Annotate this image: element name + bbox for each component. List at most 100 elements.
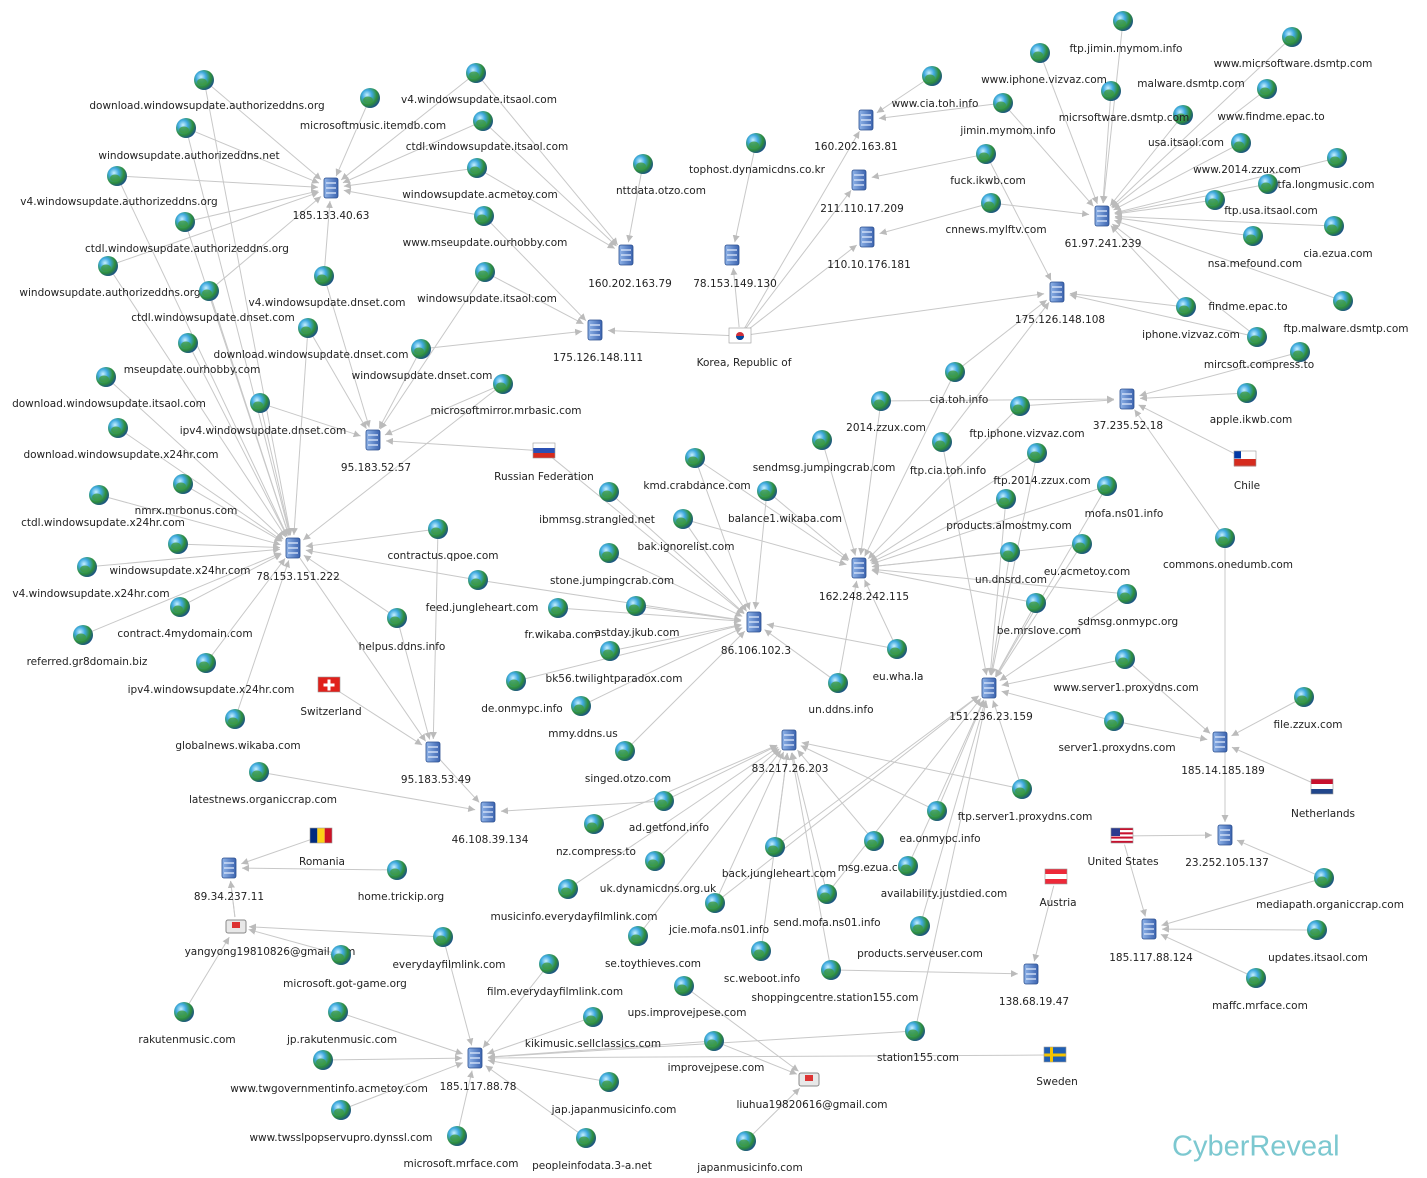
edge [824,448,857,556]
globe-land [478,270,488,278]
edge [871,566,1119,594]
globe-land [1100,484,1110,492]
edge [1122,722,1208,742]
flag-icon [1110,827,1134,844]
edge [215,196,322,286]
ip-label: 160.202.163.79 [588,278,672,290]
server-icon [851,557,867,579]
domain-label: ipv4.windowsupdate.dnset.com [180,425,347,437]
flag-border [1110,827,1134,844]
edge [911,699,985,859]
edge [644,606,742,623]
globe-icon [887,639,907,659]
edge [1042,61,1099,205]
globe-land [1240,391,1250,399]
globe-icon [1101,81,1121,101]
edge [871,544,1074,570]
domain-label: un.ddns.info [808,704,873,716]
ip-label: 185.14.185.189 [1181,765,1265,777]
flag-part [1234,451,1241,459]
globe-icon [1231,133,1251,153]
edge [1161,880,1316,927]
globe-icon [77,557,97,577]
globe-land [1116,19,1126,27]
ip-label: 185.117.88.124 [1109,952,1193,964]
domain-label: updates.itsaol.com [1268,952,1368,964]
flag-icon [1310,778,1334,795]
globe-land [831,681,841,689]
edge [1032,885,1055,962]
globe-icon [1104,711,1124,731]
globe-icon [600,641,620,661]
domain-label: ctdl.windowsupdate.authorizeddns.org [85,243,289,255]
globe-icon [1026,593,1046,613]
globe-icon [475,262,495,282]
globe-icon [1000,542,1020,562]
globe-land [470,166,480,174]
globe-land [602,551,612,559]
server-icon [859,226,875,248]
edge [800,745,930,808]
globe-land [574,704,584,712]
server-icon [587,319,603,341]
edge [773,496,850,561]
domain-label: peopleinfodata.3-a.net [532,1160,652,1172]
edge [378,356,418,429]
globe-icon [1290,342,1310,362]
domain-label: maffc.mrface.com [1212,1000,1308,1012]
domain-label: jp.rakutenmusic.com [286,1034,397,1046]
globe-land [636,162,646,170]
flag-icon [1044,868,1068,885]
ip-label: 185.117.88.78 [440,1081,517,1093]
ip-label: 86.106.102.3 [721,645,791,657]
globe-icon [194,70,214,90]
edge [839,580,859,675]
globe-land [1176,113,1186,121]
globe-land [648,859,658,867]
globe-icon [1027,443,1047,463]
domain-label: jap.japanmusicinfo.com [551,1104,677,1116]
server-icon [1049,281,1065,303]
globe-land [1336,299,1346,307]
edge [744,130,860,329]
globe-icon [387,860,407,880]
domain-label: findme.epac.to [1208,301,1287,313]
domain-label: contract.4mydomain.com [117,628,252,640]
globe-icon [558,879,578,899]
globe-icon [704,1031,724,1051]
edge [781,695,979,843]
edge [839,969,1019,978]
edge [661,748,780,856]
edge [1001,660,1117,688]
globe-icon [584,814,604,834]
globe-land [890,647,900,655]
globe-land [603,649,613,657]
domain-label: download.windowsupdate.x24hr.com [23,449,218,461]
domain-label: ftp.2014.zzux.com [993,475,1090,487]
country-label: Austria [1039,897,1076,909]
globe-icon [927,801,947,821]
email-icon [798,1072,820,1087]
globe-land [867,839,877,847]
edge [302,389,497,541]
ip-label: 175.126.148.108 [1015,314,1105,326]
globe-land [901,864,911,872]
edge [721,695,980,898]
edge [766,622,889,648]
edge [95,546,281,567]
edge [1099,99,1111,204]
edge [379,279,481,430]
edge [870,502,999,563]
edge [335,106,367,177]
edge [1110,225,1181,301]
globe-icon [176,118,196,138]
server-icon [285,537,301,559]
domain-label: v4.windowsupdate.dnset.com [248,297,405,309]
domain-label: nz.compress.to [556,846,636,858]
globe-land [471,578,481,586]
edge [871,488,1099,566]
domain-label: back.jungleheart.com [722,868,836,880]
edge [1231,700,1297,737]
country-label: Sweden [1036,1076,1078,1088]
edge [112,273,287,538]
